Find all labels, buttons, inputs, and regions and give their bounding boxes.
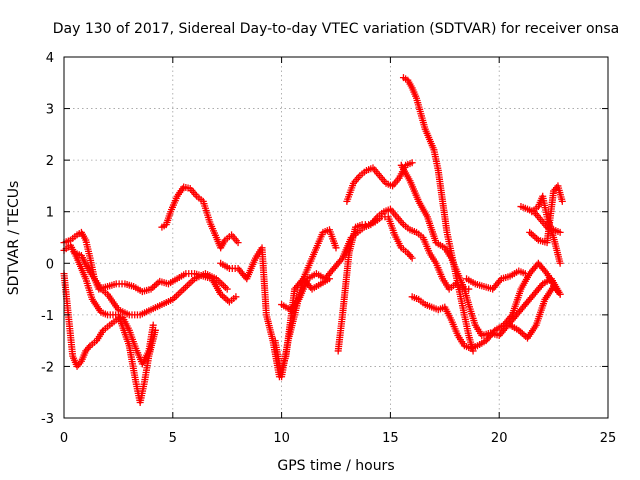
- data-point: [149, 321, 157, 329]
- x-tick-label: 5: [169, 431, 177, 446]
- series-15: [517, 203, 564, 236]
- y-tick-label: -1: [41, 309, 54, 324]
- y-axis-label: SDTVAR / TECUs: [6, 181, 22, 296]
- series-8: [278, 205, 473, 314]
- series-17: [526, 182, 566, 247]
- series-12: [399, 74, 477, 355]
- series-1: [60, 228, 240, 306]
- y-tick-label: -3: [41, 412, 54, 427]
- y-tick-label: 4: [46, 51, 54, 66]
- series-18: [506, 282, 564, 342]
- axis-ticks: 0 5 10 15 20 25 -3 -2 -1 0 1 2 3 4: [41, 51, 616, 446]
- data-point: [332, 244, 340, 252]
- data-point: [521, 270, 529, 278]
- y-tick-label: 2: [46, 154, 54, 169]
- y-tick-label: -2: [41, 360, 54, 375]
- data-point: [223, 285, 231, 293]
- data-point: [408, 159, 416, 167]
- data-point: [232, 293, 240, 301]
- x-tick-label: 15: [382, 431, 399, 446]
- data-point: [234, 239, 242, 247]
- y-tick-label: 3: [46, 103, 54, 118]
- data-point: [408, 254, 416, 262]
- data-points: [60, 74, 566, 407]
- x-axis-label: GPS time / hours: [277, 458, 394, 474]
- x-tick-label: 0: [60, 431, 68, 446]
- y-tick-label: 1: [46, 206, 54, 221]
- series-9: [334, 213, 416, 355]
- series-5: [158, 183, 242, 252]
- y-tick-label: 0: [46, 257, 54, 272]
- grid-lines: [64, 57, 608, 418]
- x-tick-label: 20: [491, 431, 508, 446]
- x-tick-label: 10: [273, 431, 290, 446]
- data-point: [151, 326, 159, 334]
- data-point: [556, 259, 564, 267]
- series-4: [71, 249, 231, 319]
- data-point: [556, 228, 564, 236]
- data-point: [558, 197, 566, 205]
- data-point: [556, 290, 564, 298]
- series-6: [217, 244, 333, 381]
- series-10: [343, 159, 416, 205]
- chart-title: Day 130 of 2017, Sidereal Day-to-day VTE…: [53, 21, 620, 37]
- series-14: [463, 267, 529, 293]
- plot-frame: [63, 56, 609, 419]
- x-tick-label: 25: [600, 431, 617, 446]
